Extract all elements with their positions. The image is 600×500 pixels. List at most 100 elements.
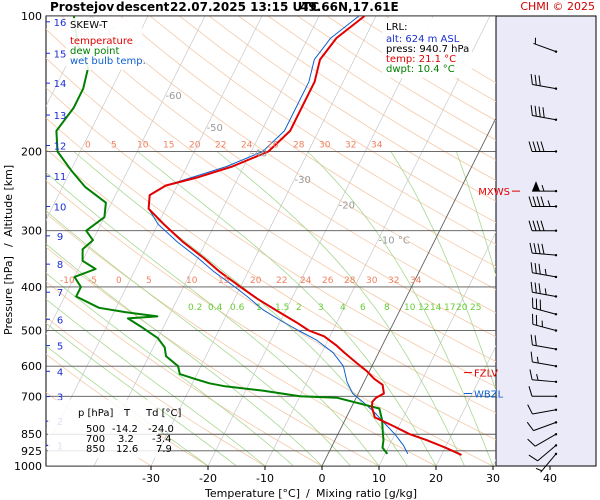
dry-adiabat — [120, 16, 496, 268]
table-header-p: p [hPa] — [78, 408, 113, 419]
mixing-ratio-value: 8 — [384, 303, 390, 313]
isotherm-label: -30 — [295, 175, 311, 186]
mixing-ratio-label: 20 — [189, 140, 201, 150]
mixing-ratio-value: 10 — [404, 303, 416, 313]
lrl-box: LRL: alt: 624 m ASL press: 940.7 hPa tem… — [382, 18, 472, 78]
mixing-ratio-value: 4 — [340, 303, 346, 313]
mixing-ratio-value: 2 — [296, 303, 302, 313]
x-axis-label-mixing: Mixing ratio [g/kg] — [316, 487, 417, 500]
x-tick-label: -10 — [256, 472, 274, 485]
dry-adiabat — [61, 16, 496, 314]
pressure-tick-label: 200 — [21, 145, 42, 158]
altitude-tick-label: 5 — [57, 342, 63, 353]
profiles — [55, 16, 462, 456]
isotherm — [46, 16, 263, 449]
table-cell: -14.2 — [112, 424, 138, 435]
pressure-tick-label: 500 — [21, 325, 42, 338]
mixing-ratio-label: 30 — [366, 276, 378, 286]
wind-barb — [528, 386, 558, 398]
dry-adiabat — [90, 16, 496, 290]
mixing-ratio-label: 0 — [85, 140, 91, 150]
isotherm-label: -10 °C — [378, 235, 410, 246]
isotherm-label: -20 — [339, 201, 355, 212]
isotherm — [46, 16, 92, 107]
mxws-label: MXWS — [478, 187, 510, 198]
pressure-tick-label: 700 — [21, 390, 42, 403]
wind-barb — [532, 181, 558, 193]
mixing-ratio-label: 34 — [410, 276, 422, 286]
wind-barb — [530, 334, 558, 351]
altitude-tick-label: 11 — [54, 172, 67, 183]
background-grid — [46, 16, 496, 466]
mixing-ratio-label: 24 — [300, 276, 312, 286]
mixing-ratio-label: 10 — [186, 276, 198, 286]
mixing-ratio-value: 25 — [470, 303, 481, 313]
wind-barb — [528, 220, 558, 232]
x-tick-label: 0 — [319, 472, 326, 485]
pressure-tick-label: 300 — [21, 225, 42, 238]
isotherm — [207, 16, 434, 466]
pressure-tick-label: 400 — [21, 281, 42, 294]
title-datetime: 22.07.2025 13:15 UTC — [170, 0, 319, 14]
wind-barb — [528, 141, 558, 153]
title-phase: descent — [116, 0, 170, 14]
isotherm-zero — [321, 117, 496, 466]
lrl-title: LRL: — [386, 22, 407, 33]
mixing-ratio-label: 34 — [371, 140, 383, 150]
mixing-ratio-label: 26 — [267, 140, 279, 150]
wind-barb-panel — [495, 15, 597, 467]
wind-barb — [530, 74, 558, 90]
mixing-ratio-label: 32 — [388, 276, 399, 286]
mixing-ratio-value: 12 — [418, 303, 429, 313]
x-tick-label: 10 — [372, 472, 386, 485]
mixing-ratio-value: 6 — [360, 303, 366, 313]
dry-adiabat — [46, 117, 496, 414]
altitude-tick-label: 15 — [54, 49, 67, 60]
wind-barb — [529, 242, 558, 257]
mixing-ratio-label: -5 — [88, 276, 97, 286]
mixing-ratio-value: 0.2 — [188, 303, 202, 313]
wind-barb — [527, 433, 558, 447]
x-tick-label: -20 — [199, 472, 217, 485]
table-cell: 3.2 — [118, 434, 134, 445]
table-cell: 850 — [86, 444, 105, 455]
mixing-ratio-label: 28 — [293, 140, 305, 150]
dry-adiabat — [149, 16, 496, 245]
wind-barb — [532, 313, 558, 332]
lrl-pressure: press: 940.7 hPa — [386, 44, 469, 55]
legend-item-temperature: temperature — [70, 36, 133, 47]
mixing-ratio-value: 17 — [444, 303, 455, 313]
altitude-tick-label: 9 — [57, 232, 63, 243]
table-cell: 500 — [86, 424, 105, 435]
lrl-temperature: temp: 21.1 °C — [386, 54, 456, 65]
wind-barb — [530, 281, 558, 298]
mixing-ratio-label: 32 — [345, 140, 356, 150]
pressure-tick-label: 1000 — [14, 460, 42, 473]
altitude-tick-label: 4 — [57, 367, 63, 378]
temperature-line — [147, 16, 462, 456]
altitude-tick-label: 12 — [54, 142, 67, 153]
y-axis-title: Pressure [hPa] / Altitude [km] — [2, 165, 15, 335]
dew-point-line — [55, 16, 389, 455]
x-tick-label: 40 — [543, 472, 557, 485]
altitude-tick-label: 6 — [57, 315, 63, 326]
dry-adiabat — [179, 16, 496, 223]
level-markers: MXWS FZLV WBZL — [464, 187, 520, 400]
plot-area — [45, 15, 497, 467]
y-axis-separator: / — [2, 243, 15, 247]
isotherm-label: -40 — [251, 148, 267, 159]
mixing-ratio-value: 0.4 — [208, 303, 223, 313]
isotherm — [46, 16, 149, 221]
x-tick-label: -30 — [142, 472, 160, 485]
mixing-ratio-label: 5 — [146, 276, 152, 286]
mixing-ratio-label: 0 — [116, 276, 122, 286]
mixing-ratio-label: 28 — [344, 276, 356, 286]
lrl-altitude: alt: 624 m ASL — [386, 34, 460, 45]
wind-barb — [535, 452, 558, 473]
legend-item-wet-bulb: wet bulb temp. — [70, 56, 146, 67]
table-header-t: T — [123, 408, 131, 419]
altitude-tick-label: 16 — [54, 18, 67, 29]
x-axis-separator: / — [306, 487, 310, 500]
mixing-ratio-label: 15 — [163, 140, 174, 150]
wind-barb — [526, 421, 558, 432]
